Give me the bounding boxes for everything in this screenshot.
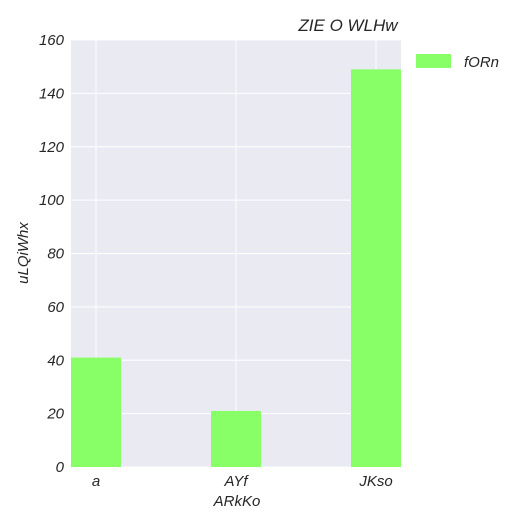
bar-a <box>71 357 121 467</box>
y-tick-label: 0 <box>56 459 65 476</box>
y-tick-label: 120 <box>39 139 65 156</box>
y-tick-label: 140 <box>39 85 65 102</box>
x-axis-label: ARkKo <box>213 493 261 510</box>
y-tick-label: 160 <box>39 32 65 49</box>
x-tick-label: AYf <box>223 473 249 490</box>
x-tick-labels: a AYf JKso <box>92 473 393 490</box>
y-tick-labels: 0 20 40 60 80 100 120 140 160 <box>39 32 65 476</box>
bar-JKso <box>351 69 401 467</box>
y-tick-label: 60 <box>47 299 64 316</box>
y-tick-label: 40 <box>47 352 64 369</box>
y-tick-label: 80 <box>47 246 64 263</box>
legend-label: fORn <box>464 54 499 71</box>
legend-swatch <box>416 54 451 68</box>
y-tick-label: 100 <box>39 192 65 209</box>
x-tick-label: a <box>92 473 100 490</box>
x-tick-label: JKso <box>358 473 392 490</box>
y-axis-label: uLQiWhx <box>15 222 32 284</box>
bar-AYf <box>211 410 261 467</box>
chart-title: ZIE O WLHw <box>297 16 399 35</box>
legend: fORn <box>416 54 499 71</box>
y-tick-label: 20 <box>46 406 64 423</box>
bars <box>71 69 401 467</box>
